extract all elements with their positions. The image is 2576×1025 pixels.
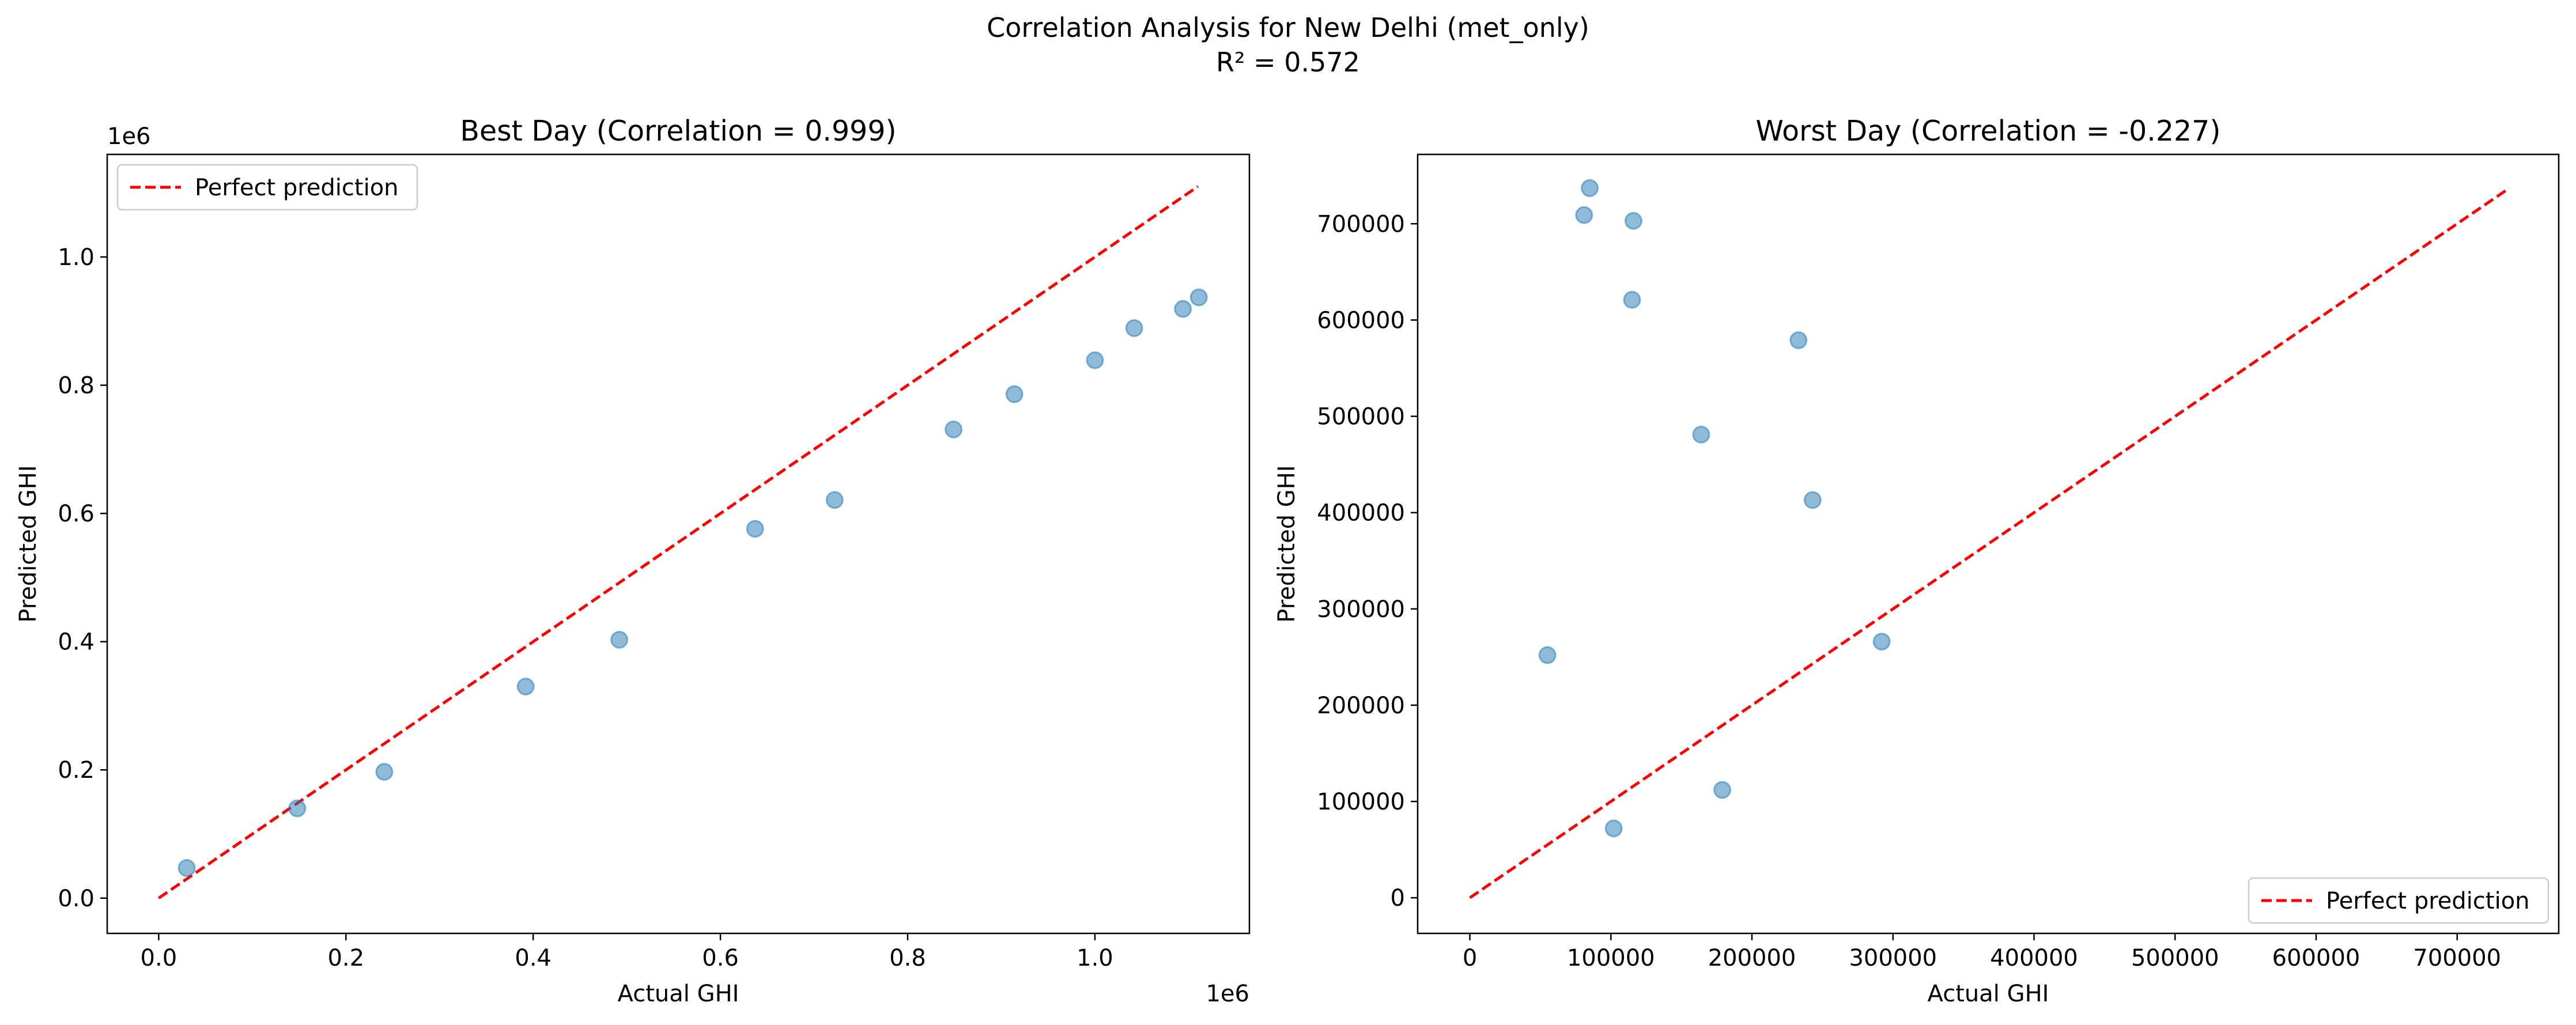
worst-day-point-10 — [1713, 781, 1732, 799]
worst-day-y-tick-label: 700000 — [1317, 211, 1405, 237]
best-day-y-offset-label: 1e6 — [107, 123, 151, 150]
worst-day-x-tick-label: 700000 — [2413, 945, 2501, 971]
worst-day-y-tick-label: 300000 — [1317, 596, 1405, 623]
worst-day-x-tick-label: 600000 — [2272, 945, 2360, 971]
best-day-point-9 — [1005, 385, 1023, 403]
worst-day-point-6 — [1692, 425, 1710, 444]
best-day-y-tick-label: 0.4 — [58, 629, 95, 656]
worst-day-point-2 — [1575, 206, 1593, 224]
worst-day-point-7 — [1803, 491, 1822, 509]
best-day-x-tick-label: 0.4 — [515, 945, 552, 971]
best-day-point-1 — [177, 858, 196, 877]
best-day-point-12 — [1174, 300, 1192, 318]
best-day-title: Best Day (Correlation = 0.999) — [460, 115, 896, 147]
best-day-point-11 — [1125, 319, 1143, 338]
worst-day-y-axis-label: Predicted GHI — [1274, 465, 1300, 622]
worst-day-y-tick-label: 500000 — [1317, 404, 1405, 430]
best-day-x-tick-label: 0.2 — [327, 945, 364, 971]
best-day-y-tick-label: 1.0 — [58, 244, 95, 271]
best-day-point-4 — [516, 678, 535, 696]
best-day-legend-box — [116, 164, 418, 211]
worst-day-point-9 — [1538, 646, 1557, 664]
worst-day-y-tick-label: 100000 — [1317, 789, 1405, 815]
best-day-panel: Best Day (Correlation = 0.999) 0.0 0.2 0.4 0… — [15, 115, 1251, 1007]
worst-day-perfect-prediction-line — [1469, 187, 2510, 899]
best-day-y-tick-label: 0.8 — [58, 373, 95, 399]
best-day-point-7 — [825, 491, 844, 509]
worst-day-x-tick-label: 400000 — [1990, 945, 2078, 971]
worst-day-x-tick-label: 300000 — [1849, 945, 1937, 971]
best-day-y-tick-label: 0.2 — [58, 757, 95, 784]
worst-day-y-tick-label: 400000 — [1317, 500, 1405, 527]
best-day-point-6 — [746, 520, 764, 538]
best-day-axes-frame — [106, 153, 1251, 935]
worst-day-y-tick-label: 600000 — [1317, 307, 1405, 334]
best-day-x-tick-label: 0.8 — [889, 945, 926, 971]
worst-day-axes-frame — [1417, 153, 2560, 935]
worst-day-x-tick-label: 100000 — [1567, 945, 1655, 971]
worst-day-legend-label: Perfect prediction — [2326, 888, 2530, 914]
best-day-legend: Perfect prediction — [116, 164, 418, 211]
best-day-point-3 — [375, 763, 394, 781]
best-day-point-8 — [945, 420, 963, 438]
best-day-x-offset-label: 1e6 — [1206, 981, 1249, 1007]
worst-day-x-axis-label: Actual GHI — [1928, 981, 2049, 1007]
best-day-point-5 — [610, 630, 629, 649]
best-day-point-2 — [288, 799, 307, 818]
worst-day-x-tick-label: 200000 — [1708, 945, 1796, 971]
best-day-point-10 — [1086, 351, 1104, 369]
best-day-y-tick-label: 0.0 — [58, 886, 95, 912]
best-day-x-axis-label: Actual GHI — [618, 981, 739, 1007]
worst-day-point-11 — [1604, 819, 1623, 838]
worst-day-panel: Worst Day (Correlation = -0.227) 0 100000 2… — [1274, 115, 2560, 1007]
worst-day-point-4 — [1623, 290, 1641, 309]
worst-day-x-tick-label: 500000 — [2131, 945, 2219, 971]
worst-day-x-tick-label: 0 — [1463, 945, 1477, 971]
best-day-x-tick-label: 0.6 — [702, 945, 739, 971]
worst-day-legend: Perfect prediction — [2248, 877, 2549, 924]
worst-day-point-1 — [1581, 179, 1599, 197]
figure-title-line2: R² = 0.572 — [1216, 47, 1360, 78]
worst-day-title: Worst Day (Correlation = -0.227) — [1756, 115, 2221, 147]
best-day-y-axis-label: Predicted GHI — [15, 465, 41, 622]
figure-title-line1: Correlation Analysis for New Delhi (met_… — [987, 12, 1589, 43]
worst-day-point-3 — [1624, 211, 1642, 230]
worst-day-y-tick-label: 200000 — [1317, 693, 1405, 719]
best-day-x-tick-label: 1.0 — [1077, 945, 1113, 971]
best-day-x-tick-label: 0.0 — [141, 945, 177, 971]
best-day-point-13 — [1189, 288, 1208, 307]
best-day-perfect-prediction-line — [157, 185, 1199, 899]
best-day-y-tick-label: 0.6 — [58, 501, 95, 527]
worst-day-point-5 — [1789, 331, 1808, 350]
worst-day-y-tick-label: 0 — [1391, 885, 1405, 911]
worst-day-point-8 — [1872, 633, 1891, 651]
best-day-legend-label: Perfect prediction — [195, 175, 399, 201]
worst-day-legend-box — [2248, 877, 2549, 924]
